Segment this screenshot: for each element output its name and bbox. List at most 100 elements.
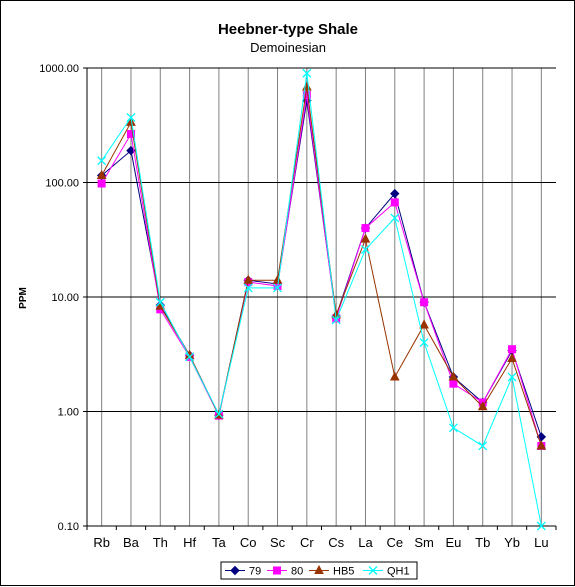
data-point — [507, 372, 517, 382]
x-tick-label: Eu — [445, 535, 461, 550]
data-point — [419, 338, 429, 348]
legend: 79 80 HB5 QH1 — [220, 561, 418, 580]
legend-item-qh1: QH1 — [363, 566, 410, 578]
legend-label: QH1 — [387, 566, 410, 578]
data-point — [536, 521, 546, 531]
x-tick-label: Yb — [504, 535, 520, 550]
data-point — [214, 409, 224, 419]
data-point-stroke — [97, 156, 107, 166]
data-point-stroke — [302, 68, 312, 78]
data-point — [361, 245, 370, 254]
x-tick-label: Ta — [212, 535, 227, 550]
data-point-stroke — [214, 409, 224, 419]
series-line — [101, 100, 542, 438]
legend-item-hb5: HB5 — [309, 564, 354, 578]
series-line — [101, 95, 542, 447]
data-point — [448, 423, 458, 433]
y-tick-label: 10.00 — [51, 292, 79, 304]
data-point — [155, 297, 165, 307]
data-point — [126, 130, 135, 139]
data-point — [390, 188, 400, 199]
x-tick-label: Cs — [328, 535, 344, 550]
x-tick-label: Sm — [414, 535, 434, 550]
x-tick-label: Co — [240, 535, 257, 550]
y-tick-label: 0.10 — [58, 521, 79, 533]
data-point — [536, 440, 547, 450]
series-line — [101, 73, 542, 527]
data-point — [368, 566, 378, 575]
data-point — [478, 441, 488, 451]
legend-item-80: 80 — [267, 566, 303, 578]
data-point — [97, 156, 107, 166]
chart-title: Heebner-type Shale — [218, 21, 358, 38]
x-tick-label: Th — [153, 535, 168, 550]
data-point-stroke — [155, 297, 165, 307]
data-point — [243, 283, 253, 293]
data-point-stroke — [507, 372, 517, 382]
data-point-stroke — [243, 283, 253, 293]
data-point — [448, 371, 459, 381]
data-point-stroke — [361, 245, 370, 254]
data-point-stroke — [448, 423, 458, 433]
x-tick-label: Hf — [183, 535, 196, 550]
data-point — [243, 274, 254, 284]
data-point — [97, 179, 106, 188]
y-tick-label: 1000.00 — [39, 63, 79, 75]
x-tick-label: La — [358, 535, 373, 550]
y-tick-label: 1.00 — [58, 407, 79, 419]
data-point — [126, 116, 136, 126]
x-tick-label: Tb — [475, 535, 490, 550]
grid — [87, 67, 556, 527]
data-point — [390, 198, 399, 207]
data-point-stroke — [478, 441, 488, 451]
data-point — [360, 233, 371, 243]
data-point — [302, 81, 312, 91]
series-line — [101, 87, 542, 447]
data-point-stroke — [331, 315, 341, 325]
series-group — [96, 68, 547, 531]
data-point — [273, 283, 282, 293]
data-point-stroke — [536, 521, 546, 531]
chart-subtitle: Demoinesian — [250, 40, 326, 55]
x-tick-label: Rb — [93, 535, 110, 550]
x-tick-label: Lu — [534, 535, 548, 550]
data-point-stroke — [390, 213, 400, 223]
series-80 — [97, 91, 546, 450]
tick-labels: 0.10 1.00 10.00 100.00 1000.00 Rb Ba Th Hf Ta Co Sc… — [39, 63, 548, 550]
y-axis-label: PPM — [18, 287, 29, 309]
series-qh1 — [97, 68, 546, 531]
data-point — [185, 352, 195, 362]
x-tick-label: Cr — [300, 535, 314, 550]
x-tick-label: Sc — [270, 535, 286, 550]
data-point — [314, 564, 324, 574]
data-point — [449, 379, 458, 388]
data-point-stroke — [419, 338, 429, 348]
data-point — [389, 371, 400, 381]
y-tick-label: 100.00 — [45, 178, 79, 190]
legend-label: HB5 — [333, 566, 354, 578]
data-point — [361, 224, 370, 233]
data-point — [331, 315, 341, 325]
data-point — [302, 91, 311, 100]
data-point — [272, 274, 283, 284]
data-point-stroke — [273, 283, 282, 293]
series-79 — [96, 95, 547, 442]
legend-label: 79 — [249, 566, 261, 578]
legend-label: 80 — [291, 566, 303, 578]
data-point — [126, 112, 136, 122]
x-tick-label: Ba — [123, 535, 140, 550]
data-point — [508, 345, 517, 354]
data-point — [420, 298, 429, 307]
data-point — [230, 565, 240, 576]
x-tick-label: Ce — [386, 535, 403, 550]
data-point — [507, 352, 517, 363]
data-point — [419, 319, 429, 329]
data-point — [302, 68, 312, 78]
data-point-stroke — [126, 112, 136, 122]
data-point-stroke — [185, 352, 195, 362]
axes — [83, 67, 557, 530]
data-point — [96, 169, 107, 180]
data-point-stroke — [368, 566, 378, 575]
